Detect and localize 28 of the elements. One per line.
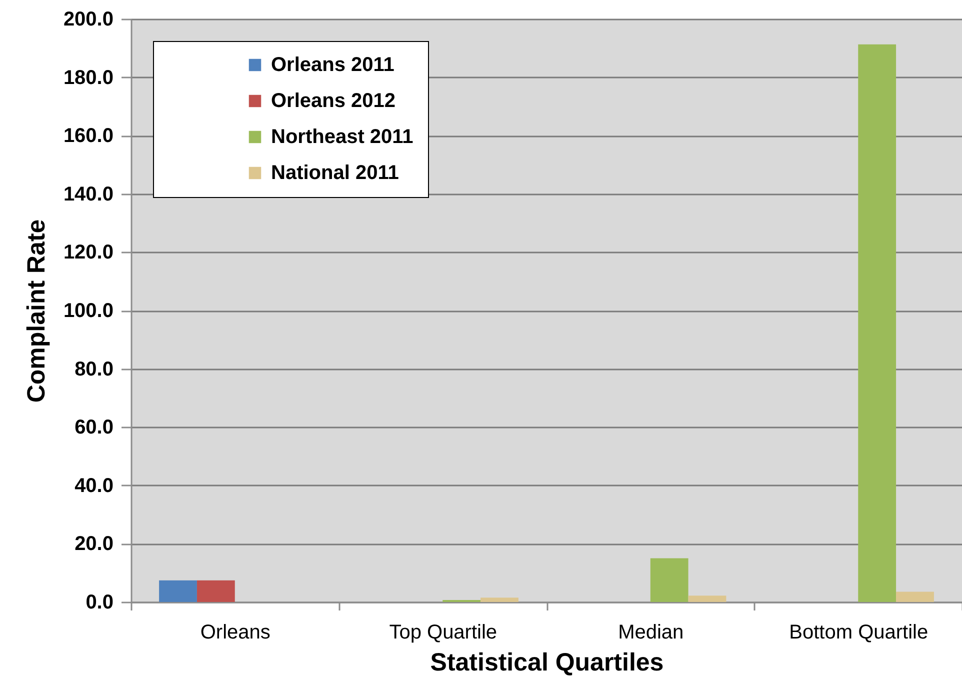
legend-label: Orleans 2012 <box>271 90 396 112</box>
y-tick-label: 100.0 <box>63 300 114 322</box>
y-tick-label: 200.0 <box>63 8 114 30</box>
y-tick-label: 180.0 <box>63 66 114 89</box>
y-tick-label: 0.0 <box>86 592 114 614</box>
y-tick-label: 120.0 <box>63 242 114 264</box>
bar <box>858 44 896 602</box>
y-tick-label: 160.0 <box>63 125 114 148</box>
legend-label: National 2011 <box>271 162 399 184</box>
y-tick-label: 80.0 <box>74 358 114 380</box>
y-tick-label: 140.0 <box>63 183 114 206</box>
bar <box>896 592 934 602</box>
legend-label: Orleans 2011 <box>271 54 394 76</box>
bar <box>688 596 726 602</box>
y-tick-label: 20.0 <box>74 533 114 556</box>
y-axis-title: Complaint Rate <box>22 219 50 403</box>
x-tick-label: Bottom Quartile <box>789 622 928 644</box>
x-axis-title: Statistical Quartiles <box>430 648 664 676</box>
bar <box>650 558 688 602</box>
bar <box>196 580 235 602</box>
bar <box>159 580 197 602</box>
bar <box>480 598 518 602</box>
legend-label: Northeast 2011 <box>271 126 414 148</box>
x-tick-label: Orleans <box>200 622 270 644</box>
y-tick-label: 60.0 <box>74 416 114 439</box>
y-tick-label: 40.0 <box>74 474 114 497</box>
x-tick-label: Top Quartile <box>389 622 498 644</box>
x-tick-label: Median <box>618 622 684 644</box>
